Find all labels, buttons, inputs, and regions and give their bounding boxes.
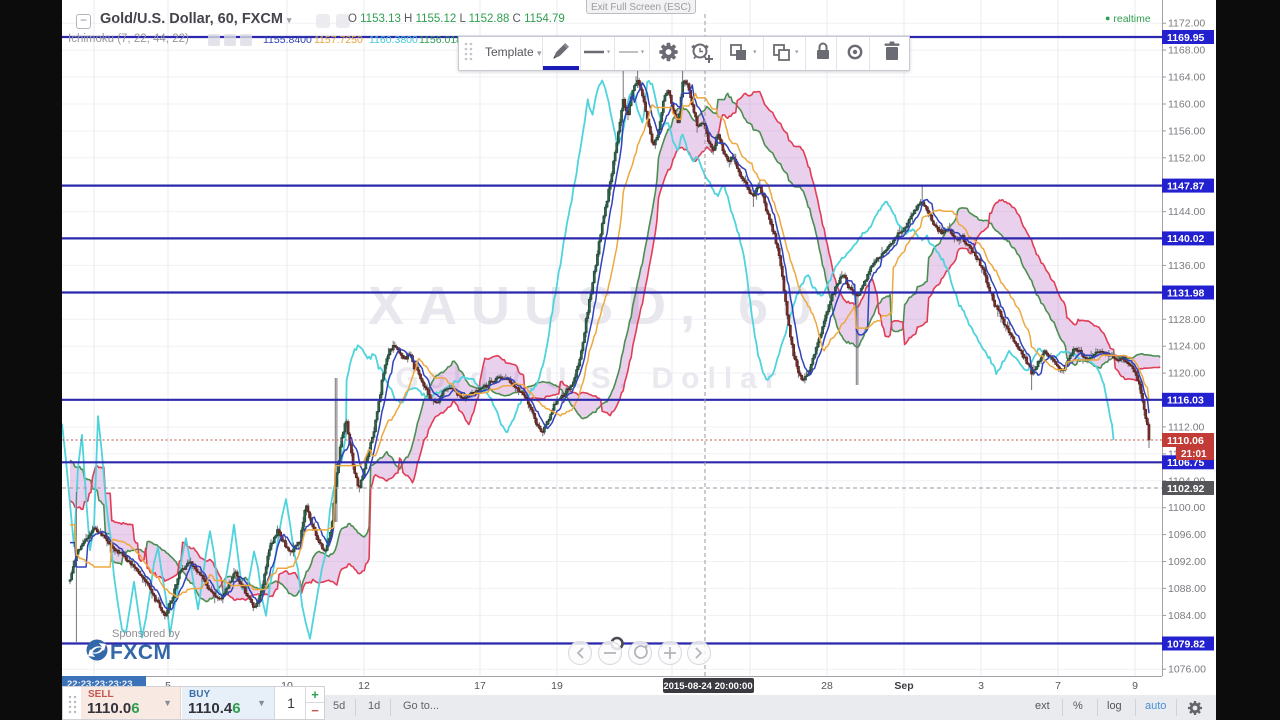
svg-text:1076.00: 1076.00 xyxy=(1168,664,1206,676)
svg-text:17: 17 xyxy=(474,680,486,692)
svg-text:1144.00: 1144.00 xyxy=(1168,206,1205,218)
svg-text:1116.03: 1116.03 xyxy=(1167,395,1204,407)
svg-text:1092.00: 1092.00 xyxy=(1168,556,1206,568)
svg-text:1140.02: 1140.02 xyxy=(1167,233,1205,245)
svg-text:21:01: 21:01 xyxy=(1181,449,1207,460)
svg-text:9: 9 xyxy=(1132,680,1138,692)
svg-text:1172.00: 1172.00 xyxy=(1168,18,1205,30)
svg-text:1164.00: 1164.00 xyxy=(1168,72,1205,84)
svg-text:1168.00: 1168.00 xyxy=(1168,45,1205,57)
svg-text:1096.00: 1096.00 xyxy=(1168,529,1206,541)
svg-text:1169.95: 1169.95 xyxy=(1167,32,1205,44)
svg-text:1106.75: 1106.75 xyxy=(1167,457,1205,469)
svg-text:1120.00: 1120.00 xyxy=(1168,368,1205,380)
svg-text:1102.92: 1102.92 xyxy=(1167,483,1205,495)
svg-text:1112.00: 1112.00 xyxy=(1168,421,1205,433)
svg-text:22:23:23:23:23: 22:23:23:23:23 xyxy=(67,679,133,690)
svg-text:7: 7 xyxy=(1055,680,1061,692)
svg-text:28: 28 xyxy=(821,680,833,692)
svg-text:1152.00: 1152.00 xyxy=(1168,152,1205,164)
svg-text:2015-08-24 20:00:00: 2015-08-24 20:00:00 xyxy=(663,681,752,692)
svg-text:1147.87: 1147.87 xyxy=(1167,180,1205,192)
svg-text:19: 19 xyxy=(551,680,563,692)
svg-text:1136.00: 1136.00 xyxy=(1168,260,1205,272)
svg-text:1156.00: 1156.00 xyxy=(1168,125,1205,137)
svg-text:1088.00: 1088.00 xyxy=(1168,583,1206,595)
svg-text:1131.98: 1131.98 xyxy=(1167,287,1205,299)
svg-text:1128.00: 1128.00 xyxy=(1168,314,1205,326)
svg-text:Sep: Sep xyxy=(894,680,913,692)
svg-text:1160.00: 1160.00 xyxy=(1168,99,1205,111)
svg-text:Sponsored by: Sponsored by xyxy=(112,628,180,640)
svg-text:3: 3 xyxy=(978,680,984,692)
svg-text:1124.00: 1124.00 xyxy=(1168,341,1205,353)
svg-text:1079.82: 1079.82 xyxy=(1167,638,1205,650)
svg-text:FXCM: FXCM xyxy=(110,641,172,664)
svg-text:1110.06: 1110.06 xyxy=(1167,435,1204,447)
svg-text:1084.00: 1084.00 xyxy=(1168,610,1206,622)
svg-text:12: 12 xyxy=(358,680,370,692)
svg-text:1100.00: 1100.00 xyxy=(1168,502,1205,514)
